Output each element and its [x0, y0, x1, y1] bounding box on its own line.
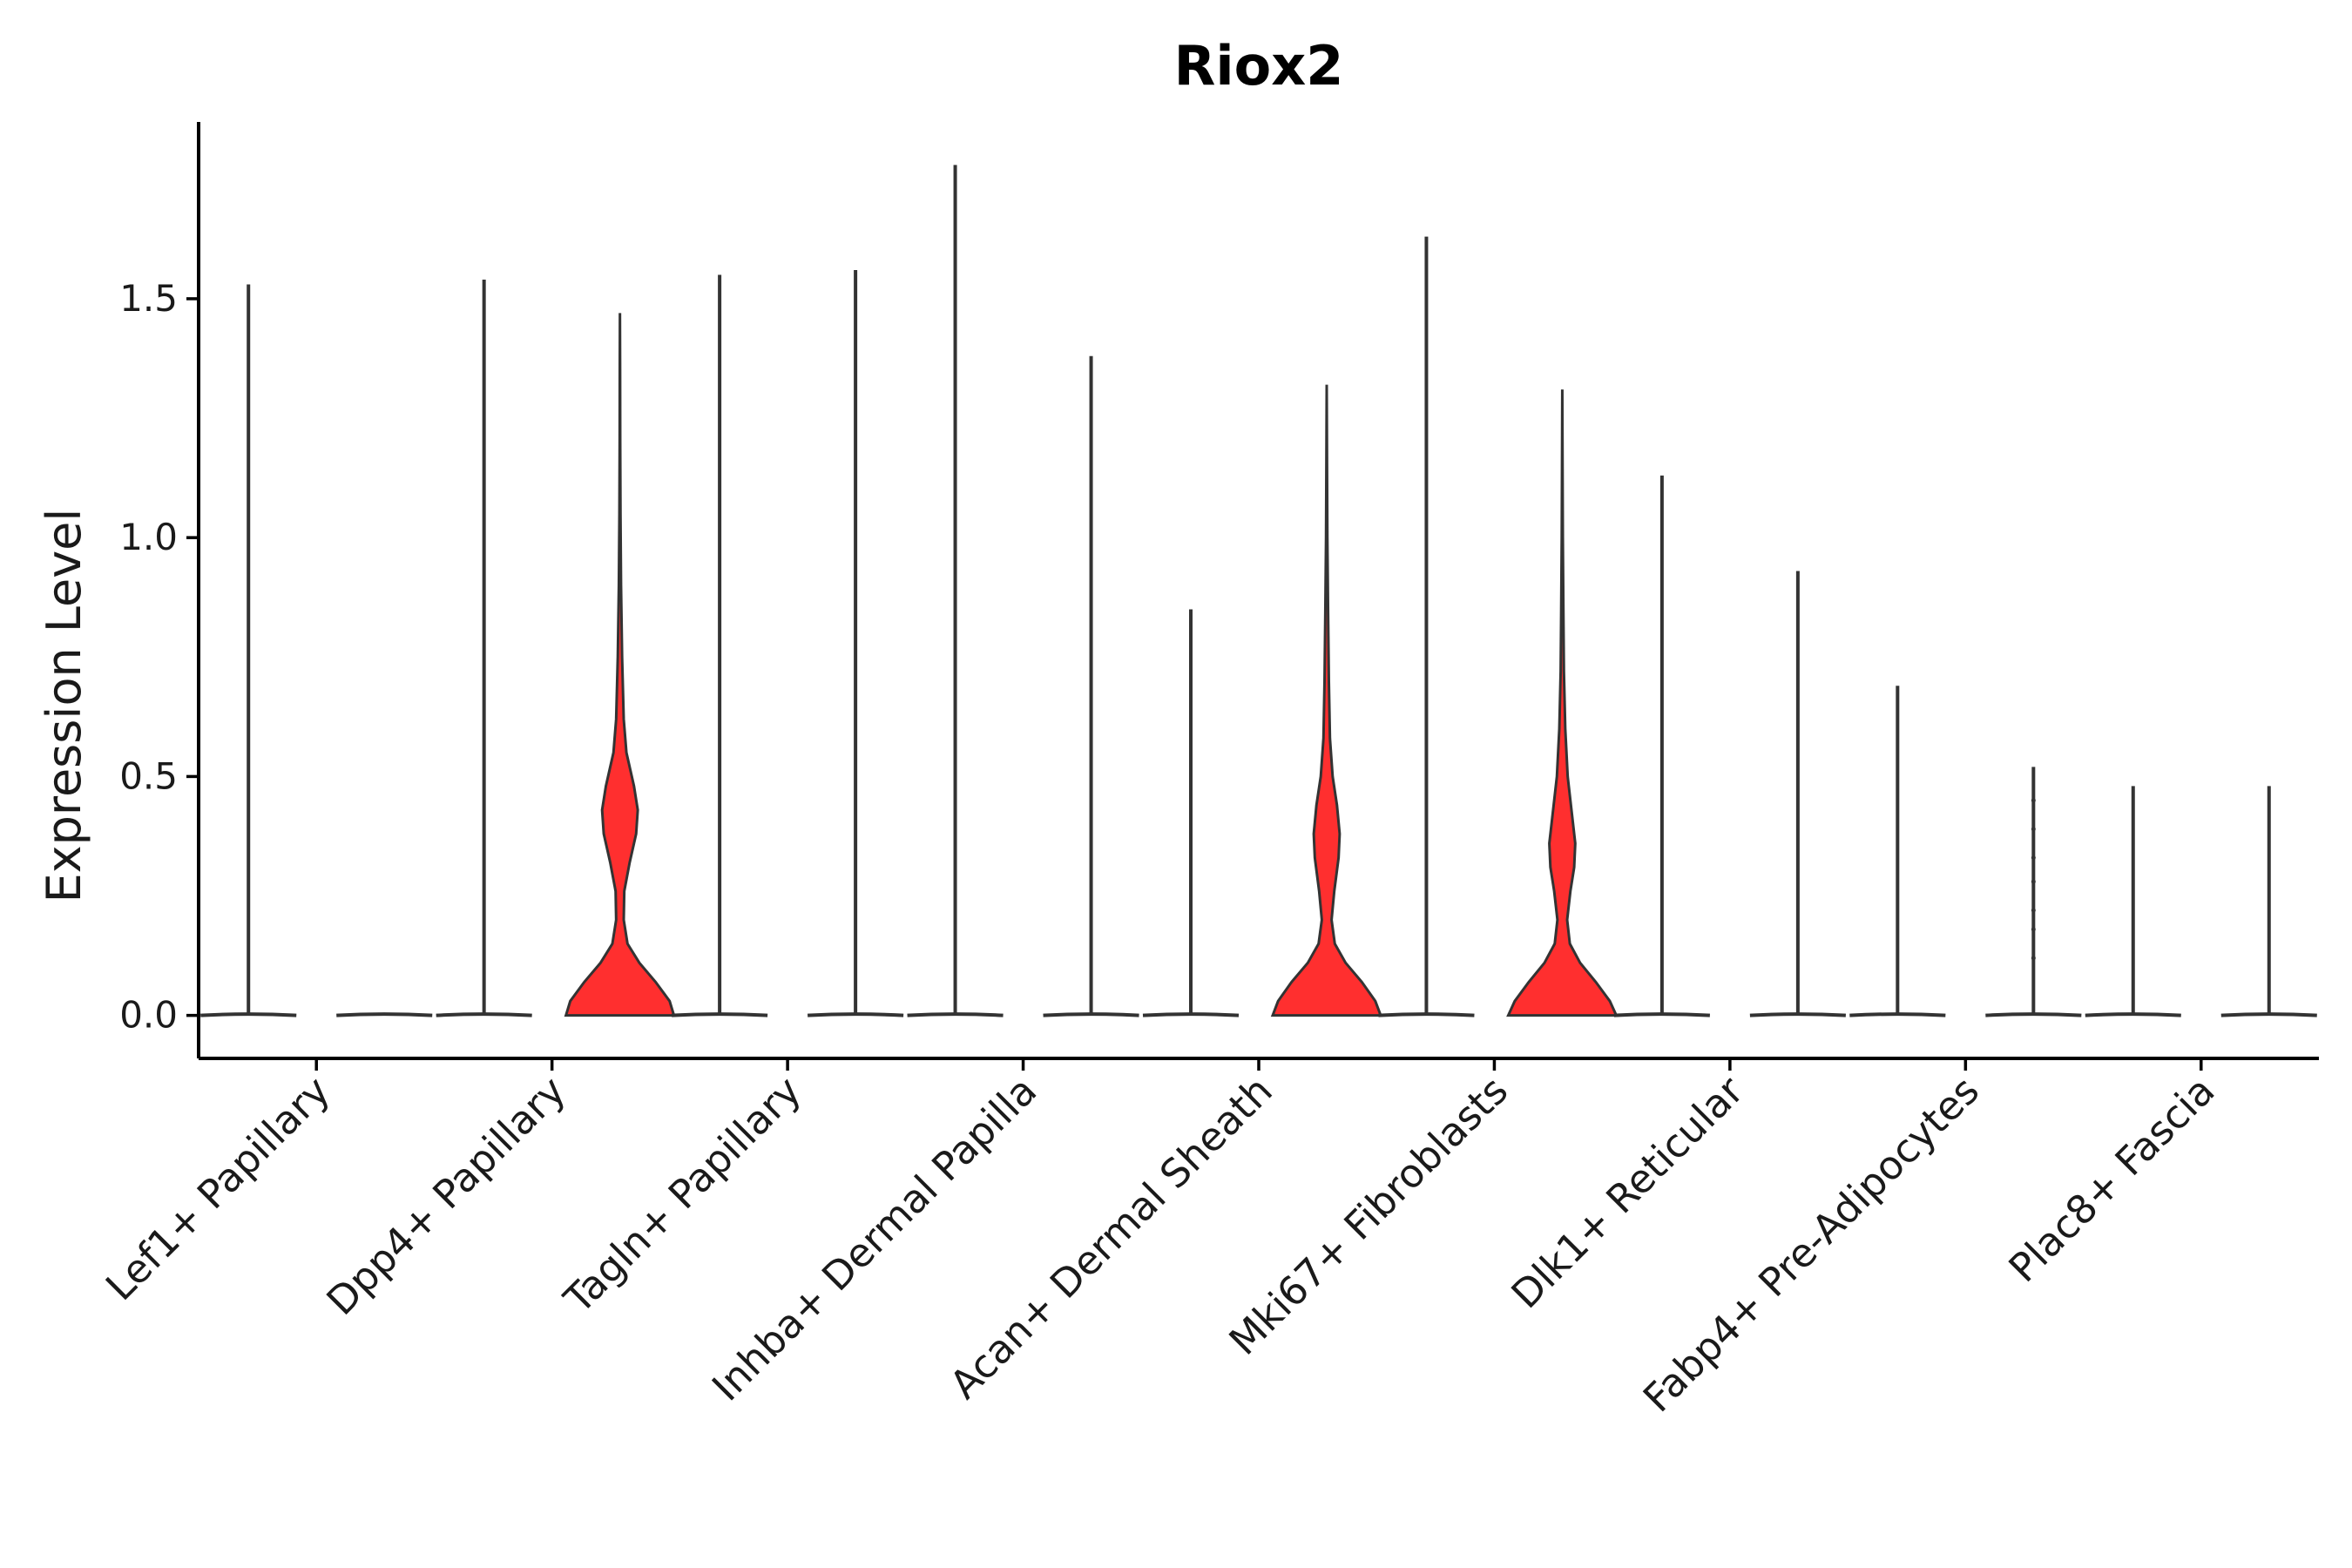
- violin-1-left: [200, 284, 297, 1017]
- violin-baseline: [1849, 1012, 1946, 1017]
- violin-7-left: [1613, 475, 1710, 1017]
- violin-6-left: [1378, 236, 1475, 1017]
- violin-baseline: [1142, 1012, 1240, 1017]
- violin-7-right: [1749, 571, 1846, 1017]
- violin-baseline: [336, 1012, 433, 1017]
- violin-2-left: [436, 279, 532, 1017]
- violin-2-right: [564, 313, 676, 1017]
- violin-baseline: [2085, 1012, 2181, 1017]
- violin-baseline: [1378, 1012, 1475, 1017]
- x-tick-label: Tagln+ Papillary: [555, 1067, 810, 1322]
- y-tick-label: 0.5: [119, 754, 178, 797]
- violin-6-right: [1506, 389, 1619, 1017]
- violin-shape: [564, 313, 676, 1017]
- violin-4-right: [1043, 355, 1139, 1017]
- violin-shape: [1506, 389, 1619, 1017]
- violin-5-left: [1142, 609, 1240, 1017]
- violin-4-left: [907, 165, 1004, 1017]
- violin-5-right: [1270, 384, 1383, 1017]
- chart-title: Riox2: [1174, 34, 1344, 98]
- violin-baseline: [808, 1012, 904, 1017]
- data-point: [2031, 798, 2036, 803]
- y-tick-label: 1.0: [119, 516, 178, 558]
- violin-baseline: [436, 1012, 532, 1017]
- violin-shape: [1270, 384, 1383, 1017]
- violin-baseline: [1043, 1012, 1139, 1017]
- violin-baseline: [1613, 1012, 1710, 1017]
- x-tick-label: Lef1+ Papillary: [97, 1067, 339, 1309]
- violin-baseline: [907, 1012, 1004, 1017]
- violin-baseline: [1985, 1012, 2082, 1017]
- violin-baseline: [2220, 1012, 2317, 1017]
- data-point: [2031, 855, 2036, 861]
- data-point: [2031, 908, 2036, 913]
- x-tick-label: Dpp4+ Papillary: [318, 1067, 575, 1324]
- y-tick-label: 1.5: [119, 277, 178, 320]
- violin-9-right: [2220, 786, 2317, 1017]
- violin-layer: [200, 165, 2317, 1017]
- y-tick-label: 0.0: [119, 994, 178, 1037]
- violin-9-left: [2085, 786, 2181, 1017]
- y-axis-label: Expression Level: [37, 509, 91, 903]
- violin-3-right: [808, 270, 904, 1017]
- violin-1-right: [336, 1012, 433, 1017]
- data-point: [2031, 827, 2036, 832]
- data-point: [2031, 879, 2036, 884]
- data-point: [2031, 927, 2036, 932]
- x-tick-label: Dlk1+ Reticular: [1503, 1067, 1753, 1317]
- violin-3-left: [672, 274, 768, 1017]
- violin-baseline: [672, 1012, 768, 1017]
- violin-baseline: [200, 1012, 297, 1017]
- violin-8-left: [1849, 686, 1946, 1017]
- data-point: [2031, 956, 2036, 961]
- x-tick-label: Plac8+ Fascia: [2000, 1067, 2224, 1291]
- violin-baseline: [1749, 1012, 1846, 1017]
- violin-8-right: [1985, 767, 2082, 1017]
